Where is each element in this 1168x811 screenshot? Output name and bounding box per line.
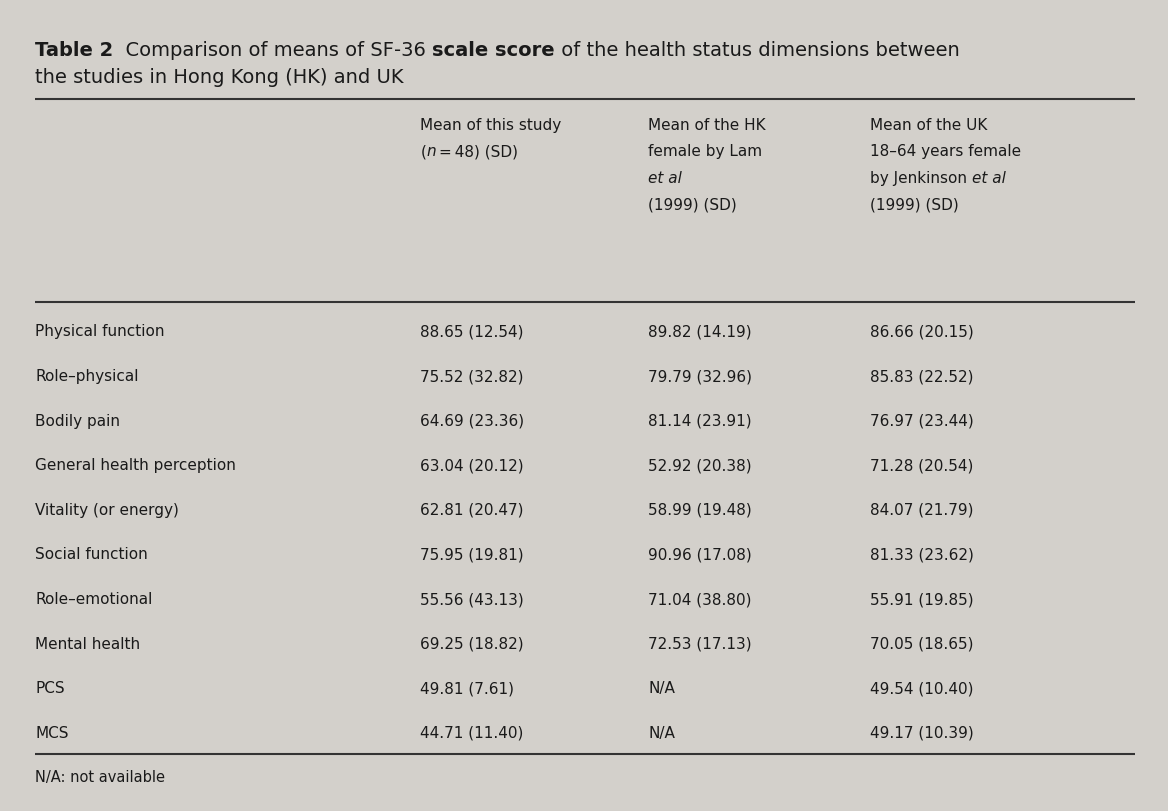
Text: 58.99 (19.48): 58.99 (19.48) xyxy=(648,503,752,517)
Text: MCS: MCS xyxy=(35,726,69,740)
Text: Role–physical: Role–physical xyxy=(35,369,139,384)
Text: 81.33 (23.62): 81.33 (23.62) xyxy=(870,547,974,562)
Text: of the health status dimensions between: of the health status dimensions between xyxy=(555,41,960,59)
Text: 72.53 (17.13): 72.53 (17.13) xyxy=(648,637,752,651)
Text: 71.28 (20.54): 71.28 (20.54) xyxy=(870,458,974,473)
Text: 63.04 (20.12): 63.04 (20.12) xyxy=(420,458,524,473)
Text: 55.56 (43.13): 55.56 (43.13) xyxy=(420,592,524,607)
Text: n: n xyxy=(426,144,436,159)
Text: Mental health: Mental health xyxy=(35,637,140,651)
Text: 79.79 (32.96): 79.79 (32.96) xyxy=(648,369,752,384)
Text: 88.65 (12.54): 88.65 (12.54) xyxy=(420,324,524,339)
Text: 52.92 (20.38): 52.92 (20.38) xyxy=(648,458,752,473)
Text: 44.71 (11.40): 44.71 (11.40) xyxy=(420,726,524,740)
Text: 62.81 (20.47): 62.81 (20.47) xyxy=(420,503,524,517)
Text: N/A: N/A xyxy=(648,726,675,740)
Text: = 48) (SD): = 48) (SD) xyxy=(436,144,517,159)
Text: 89.82 (14.19): 89.82 (14.19) xyxy=(648,324,752,339)
Text: PCS: PCS xyxy=(35,681,64,696)
Text: Table 2: Table 2 xyxy=(35,41,113,59)
Text: 18–64 years female: 18–64 years female xyxy=(870,144,1021,159)
Text: 86.66 (20.15): 86.66 (20.15) xyxy=(870,324,974,339)
Text: General health perception: General health perception xyxy=(35,458,236,473)
Text: by Jenkinson: by Jenkinson xyxy=(870,171,972,186)
Text: 49.81 (7.61): 49.81 (7.61) xyxy=(420,681,514,696)
Text: 76.97 (23.44): 76.97 (23.44) xyxy=(870,414,974,428)
Text: 75.95 (19.81): 75.95 (19.81) xyxy=(420,547,524,562)
Text: Bodily pain: Bodily pain xyxy=(35,414,120,428)
Text: Mean of the UK: Mean of the UK xyxy=(870,118,987,132)
Text: N/A: N/A xyxy=(648,681,675,696)
Text: (1999) (SD): (1999) (SD) xyxy=(648,198,737,212)
Text: 84.07 (21.79): 84.07 (21.79) xyxy=(870,503,974,517)
Text: 85.83 (22.52): 85.83 (22.52) xyxy=(870,369,974,384)
Text: 70.05 (18.65): 70.05 (18.65) xyxy=(870,637,974,651)
Text: 69.25 (18.82): 69.25 (18.82) xyxy=(420,637,524,651)
Text: 49.54 (10.40): 49.54 (10.40) xyxy=(870,681,974,696)
Text: female by Lam: female by Lam xyxy=(648,144,763,159)
Text: 49.17 (10.39): 49.17 (10.39) xyxy=(870,726,974,740)
Text: N/A: not available: N/A: not available xyxy=(35,770,165,785)
Text: Physical function: Physical function xyxy=(35,324,165,339)
Text: Role–emotional: Role–emotional xyxy=(35,592,152,607)
Text: 64.69 (23.36): 64.69 (23.36) xyxy=(420,414,524,428)
Text: 75.52 (32.82): 75.52 (32.82) xyxy=(420,369,524,384)
Text: et al: et al xyxy=(972,171,1006,186)
Text: 81.14 (23.91): 81.14 (23.91) xyxy=(648,414,752,428)
Text: Social function: Social function xyxy=(35,547,148,562)
Text: Vitality (or energy): Vitality (or energy) xyxy=(35,503,179,517)
Text: (: ( xyxy=(420,144,426,159)
Text: et al: et al xyxy=(648,171,682,186)
Text: Mean of the HK: Mean of the HK xyxy=(648,118,766,132)
Text: 90.96 (17.08): 90.96 (17.08) xyxy=(648,547,752,562)
Text: the studies in Hong Kong (HK) and UK: the studies in Hong Kong (HK) and UK xyxy=(35,68,403,87)
Text: scale score: scale score xyxy=(432,41,555,59)
Text: 55.91 (19.85): 55.91 (19.85) xyxy=(870,592,974,607)
Text: Comparison of means of SF-36: Comparison of means of SF-36 xyxy=(113,41,432,59)
Text: 71.04 (38.80): 71.04 (38.80) xyxy=(648,592,752,607)
Text: (1999) (SD): (1999) (SD) xyxy=(870,198,959,212)
Text: Mean of this study: Mean of this study xyxy=(420,118,562,132)
